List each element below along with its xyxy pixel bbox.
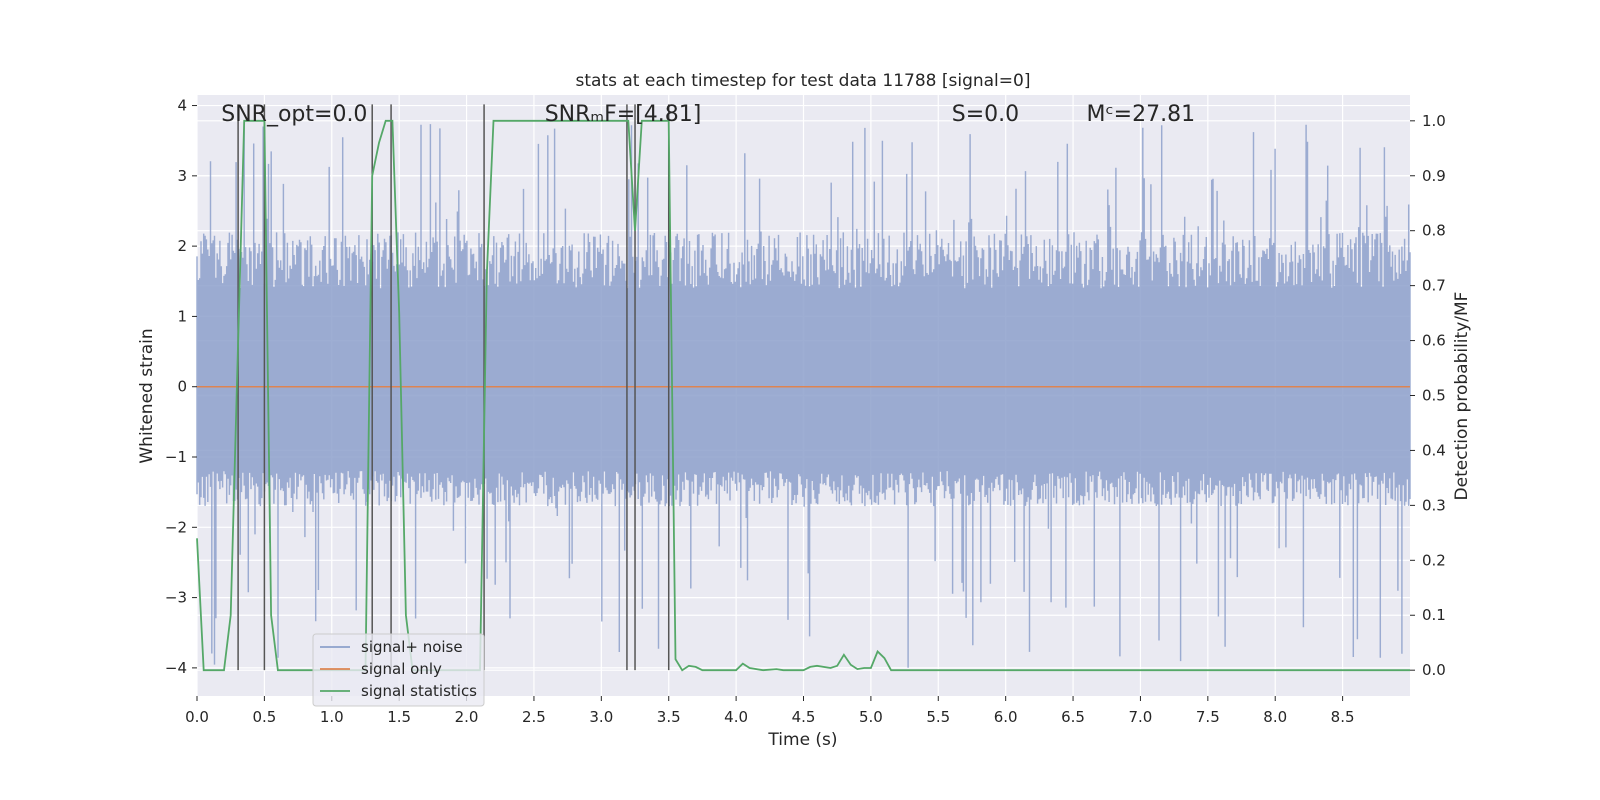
x-tick-label: 5.0 xyxy=(859,708,883,726)
annotation-mc-value: Mᶜ=27.81 xyxy=(1087,102,1196,127)
y2-ticks: 1.0 0.9 0.8 0.7 0.6 0.5 0.4 0.3 0.2 0.1 0.0 xyxy=(1410,112,1446,679)
y2-axis-label: Detection probability/MF xyxy=(1452,292,1472,501)
y-tick-label: 4 xyxy=(177,97,187,115)
legend: signal+ noise signal only signal statist… xyxy=(312,633,485,707)
y-ticks: 4 3 2 1 0 −1 −2 −3 −4 xyxy=(165,97,197,677)
x-tick-label: 0.0 xyxy=(185,708,209,726)
y-tick-label: −3 xyxy=(165,589,187,607)
legend-label-noise: signal+ noise xyxy=(361,638,463,656)
noise-series xyxy=(196,124,1411,668)
y2-tick-label: 0.0 xyxy=(1422,661,1446,679)
x-tick-label: 8.5 xyxy=(1331,708,1355,726)
x-tick-label: 7.5 xyxy=(1196,708,1220,726)
legend-label-statistics: signal statistics xyxy=(361,682,477,700)
y-tick-label: 0 xyxy=(177,378,187,396)
y2-tick-label: 0.5 xyxy=(1422,387,1446,405)
x-tick-label: 2.5 xyxy=(522,708,546,726)
x-tick-label: 4.5 xyxy=(792,708,816,726)
x-tick-label: 7.0 xyxy=(1129,708,1153,726)
annotation-snr-opt: SNR_opt=0.0 xyxy=(221,102,367,127)
y-tick-label: −1 xyxy=(165,448,187,466)
x-tick-label: 3.5 xyxy=(657,708,681,726)
y-tick-label: 2 xyxy=(177,237,187,255)
y2-tick-label: 0.1 xyxy=(1422,606,1446,624)
x-axis-label: Time (s) xyxy=(767,730,837,750)
y-tick-label: −2 xyxy=(165,518,187,536)
x-tick-label: 2.0 xyxy=(455,708,479,726)
y2-tick-label: 0.8 xyxy=(1422,222,1446,240)
y2-tick-label: 0.4 xyxy=(1422,441,1446,459)
x-tick-label: 6.5 xyxy=(1061,708,1085,726)
y2-tick-label: 0.2 xyxy=(1422,551,1446,569)
annotation-s-value: S=0.0 xyxy=(952,102,1019,127)
y2-tick-label: 0.7 xyxy=(1422,277,1446,295)
chart-title: stats at each timestep for test data 117… xyxy=(576,71,1031,91)
statistics-line xyxy=(196,119,1410,672)
x-tick-label: 5.5 xyxy=(926,708,950,726)
x-tick-label: 1.5 xyxy=(387,708,411,726)
legend-label-signal-only: signal only xyxy=(361,660,442,678)
x-tick-label: 6.0 xyxy=(994,708,1018,726)
x-tick-label: 4.0 xyxy=(724,708,748,726)
y2-tick-label: 0.3 xyxy=(1422,496,1446,514)
x-tick-label: 8.0 xyxy=(1263,708,1287,726)
annotation-snr-mf: SNRₘF=[4.81] xyxy=(545,102,702,127)
y-tick-label: −4 xyxy=(165,659,187,677)
x-ticks: 0.0 0.5 1.0 1.5 2.0 2.5 3.0 3.5 4.0 4.5 5.0 5.5 6.0 6… xyxy=(185,696,1355,726)
y2-tick-label: 0.6 xyxy=(1422,332,1446,350)
noise-trace xyxy=(196,124,1411,668)
y-axis-label: Whitened strain xyxy=(137,328,157,463)
y-tick-label: 3 xyxy=(177,167,187,185)
y2-tick-label: 1.0 xyxy=(1422,112,1446,130)
y-tick-label: 1 xyxy=(177,307,187,325)
legend-box xyxy=(312,633,485,707)
x-tick-label: 0.5 xyxy=(252,708,276,726)
x-tick-label: 3.0 xyxy=(589,708,613,726)
y2-tick-label: 0.9 xyxy=(1422,167,1446,185)
annotations: SNR_opt=0.0 SNRₘF=[4.81] S=0.0 Mᶜ=27.81 xyxy=(221,102,1195,127)
x-tick-label: 1.0 xyxy=(320,708,344,726)
